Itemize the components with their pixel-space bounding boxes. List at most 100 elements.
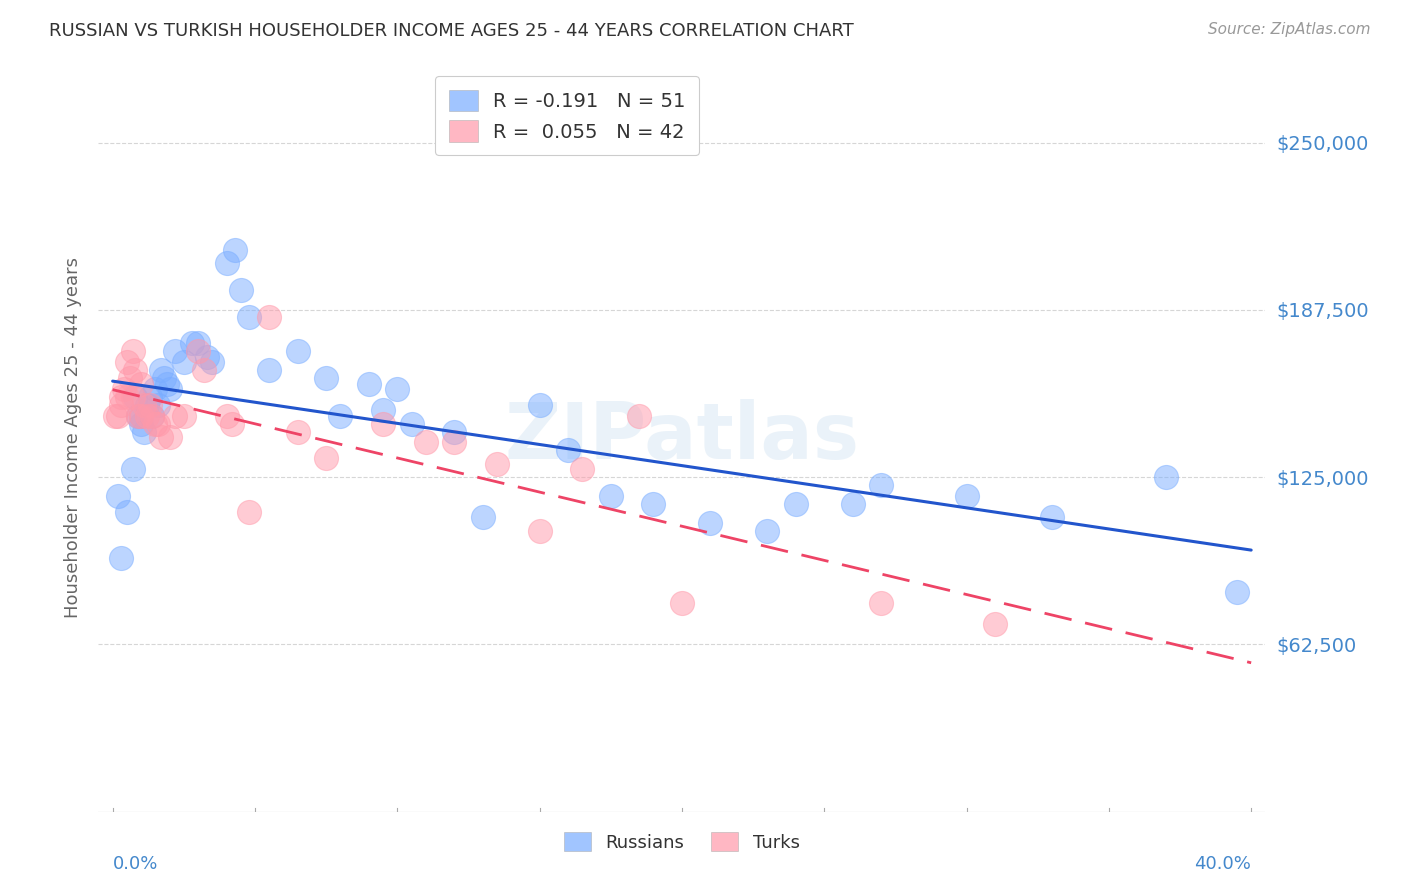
Point [357,376,380,391]
Legend: Russians, Turks: Russians, Turks [557,824,807,859]
Text: Source: ZipAtlas.com: Source: ZipAtlas.com [1208,22,1371,37]
Point [238,310,260,324]
Point [443,435,465,450]
Point [112,382,135,396]
Point [628,409,651,423]
Point [129,376,152,391]
Point [115,355,138,369]
Point [115,505,138,519]
Point [329,409,352,423]
Point [143,382,166,396]
Point [1226,585,1249,599]
Point [159,430,181,444]
Point [129,409,152,423]
Point [529,524,551,538]
Point [135,398,157,412]
Point [187,344,209,359]
Point [107,409,129,423]
Point [121,344,143,359]
Point [257,363,280,377]
Point [153,371,176,385]
Point [156,376,179,391]
Point [557,443,579,458]
Point [129,417,152,431]
Point [371,403,394,417]
Point [173,355,195,369]
Point [257,310,280,324]
Point [870,596,893,610]
Text: RUSSIAN VS TURKISH HOUSEHOLDER INCOME AGES 25 - 44 YEARS CORRELATION CHART: RUSSIAN VS TURKISH HOUSEHOLDER INCOME AG… [49,22,853,40]
Point [485,457,508,471]
Point [315,451,337,466]
Point [150,363,173,377]
Y-axis label: Householder Income Ages 25 - 44 years: Householder Income Ages 25 - 44 years [63,257,82,617]
Point [124,363,146,377]
Point [165,409,187,423]
Point [127,409,149,423]
Point [121,462,143,476]
Point [1154,470,1177,484]
Point [135,409,157,423]
Point [150,430,173,444]
Point [571,462,593,476]
Point [143,417,166,431]
Point [110,390,132,404]
Text: 0.0%: 0.0% [112,855,157,872]
Point [104,409,127,423]
Point [159,382,181,396]
Point [124,390,146,404]
Point [181,336,204,351]
Point [315,371,337,385]
Point [215,409,238,423]
Point [132,425,155,439]
Point [529,398,551,412]
Text: 40.0%: 40.0% [1194,855,1251,872]
Point [215,256,238,270]
Point [132,398,155,412]
Point [387,382,409,396]
Point [165,344,187,359]
Point [141,409,163,423]
Point [110,550,132,565]
Point [187,336,209,351]
Point [224,243,246,257]
Point [195,350,218,364]
Point [643,497,665,511]
Point [229,283,252,297]
Point [1040,510,1063,524]
Point [785,497,807,511]
Point [115,390,138,404]
Point [201,355,224,369]
Point [287,425,309,439]
Point [238,505,260,519]
Point [471,510,494,524]
Point [118,371,141,385]
Point [756,524,779,538]
Point [121,390,143,404]
Point [141,409,163,423]
Point [148,398,170,412]
Point [841,497,863,511]
Point [107,489,129,503]
Point [173,409,195,423]
Point [671,596,693,610]
Point [127,409,149,423]
Point [870,478,893,492]
Point [599,489,621,503]
Point [287,344,309,359]
Point [148,417,170,431]
Text: ZIPatlas: ZIPatlas [505,399,859,475]
Point [221,417,243,431]
Point [415,435,437,450]
Point [138,390,160,404]
Point [401,417,423,431]
Point [443,425,465,439]
Point [955,489,977,503]
Point [110,398,132,412]
Point [138,398,160,412]
Point [193,363,215,377]
Point [699,516,721,530]
Point [371,417,394,431]
Point [984,617,1007,632]
Point [129,409,152,423]
